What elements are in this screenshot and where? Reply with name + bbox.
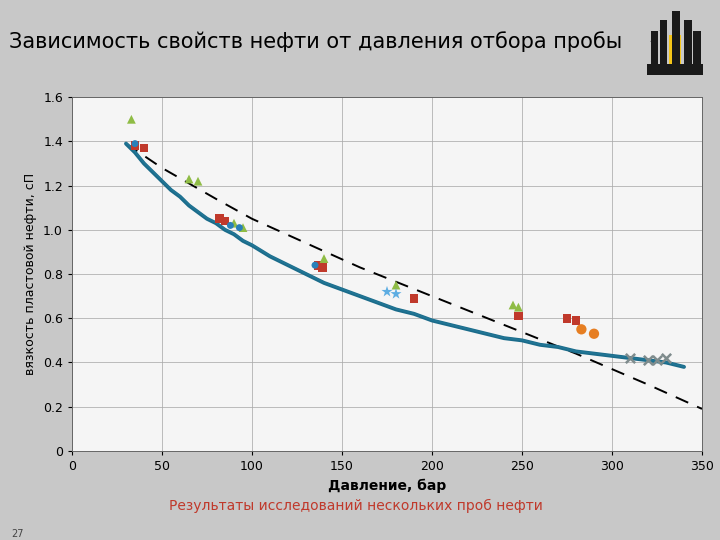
Text: Результаты исследований нескольких проб нефти: Результаты исследований нескольких проб …: [169, 499, 544, 514]
Point: [652, 356, 663, 364]
Text: 27: 27: [11, 529, 23, 539]
Point: [130, 139, 141, 148]
Point: [219, 217, 230, 225]
Point: [513, 312, 524, 320]
Point: [562, 314, 573, 322]
Point: [382, 287, 393, 296]
Point: [183, 174, 194, 183]
Bar: [684, 20, 691, 68]
Point: [310, 261, 321, 269]
Point: [317, 263, 328, 272]
Point: [138, 144, 150, 152]
Point: [238, 224, 249, 232]
Polygon shape: [672, 11, 680, 22]
Point: [192, 177, 204, 186]
Point: [390, 289, 402, 298]
Point: [576, 325, 588, 334]
Bar: [647, 64, 703, 75]
Y-axis label: вязкость пластовой нефти, сП: вязкость пластовой нефти, сП: [24, 173, 37, 375]
Bar: [660, 20, 667, 68]
Point: [313, 261, 325, 269]
Point: [507, 301, 518, 309]
Point: [228, 219, 240, 227]
Text: Зависимость свойств нефти от давления отбора пробы: Зависимость свойств нефти от давления от…: [9, 31, 623, 52]
Point: [660, 354, 672, 362]
Point: [570, 316, 582, 325]
Polygon shape: [693, 31, 701, 42]
Point: [225, 221, 236, 230]
Point: [513, 303, 524, 312]
Point: [318, 254, 330, 263]
Point: [130, 141, 141, 150]
Bar: [669, 35, 681, 75]
Bar: [651, 31, 658, 68]
Point: [233, 224, 245, 232]
Polygon shape: [660, 20, 667, 31]
Point: [624, 354, 636, 362]
Polygon shape: [684, 20, 691, 31]
Point: [214, 214, 225, 223]
Point: [126, 115, 138, 124]
Point: [588, 329, 600, 338]
X-axis label: Давление, бар: Давление, бар: [328, 478, 446, 493]
Bar: [672, 11, 680, 68]
Point: [390, 281, 402, 289]
Polygon shape: [651, 31, 658, 42]
Point: [408, 294, 420, 303]
Point: [642, 356, 654, 364]
Bar: [693, 31, 701, 68]
